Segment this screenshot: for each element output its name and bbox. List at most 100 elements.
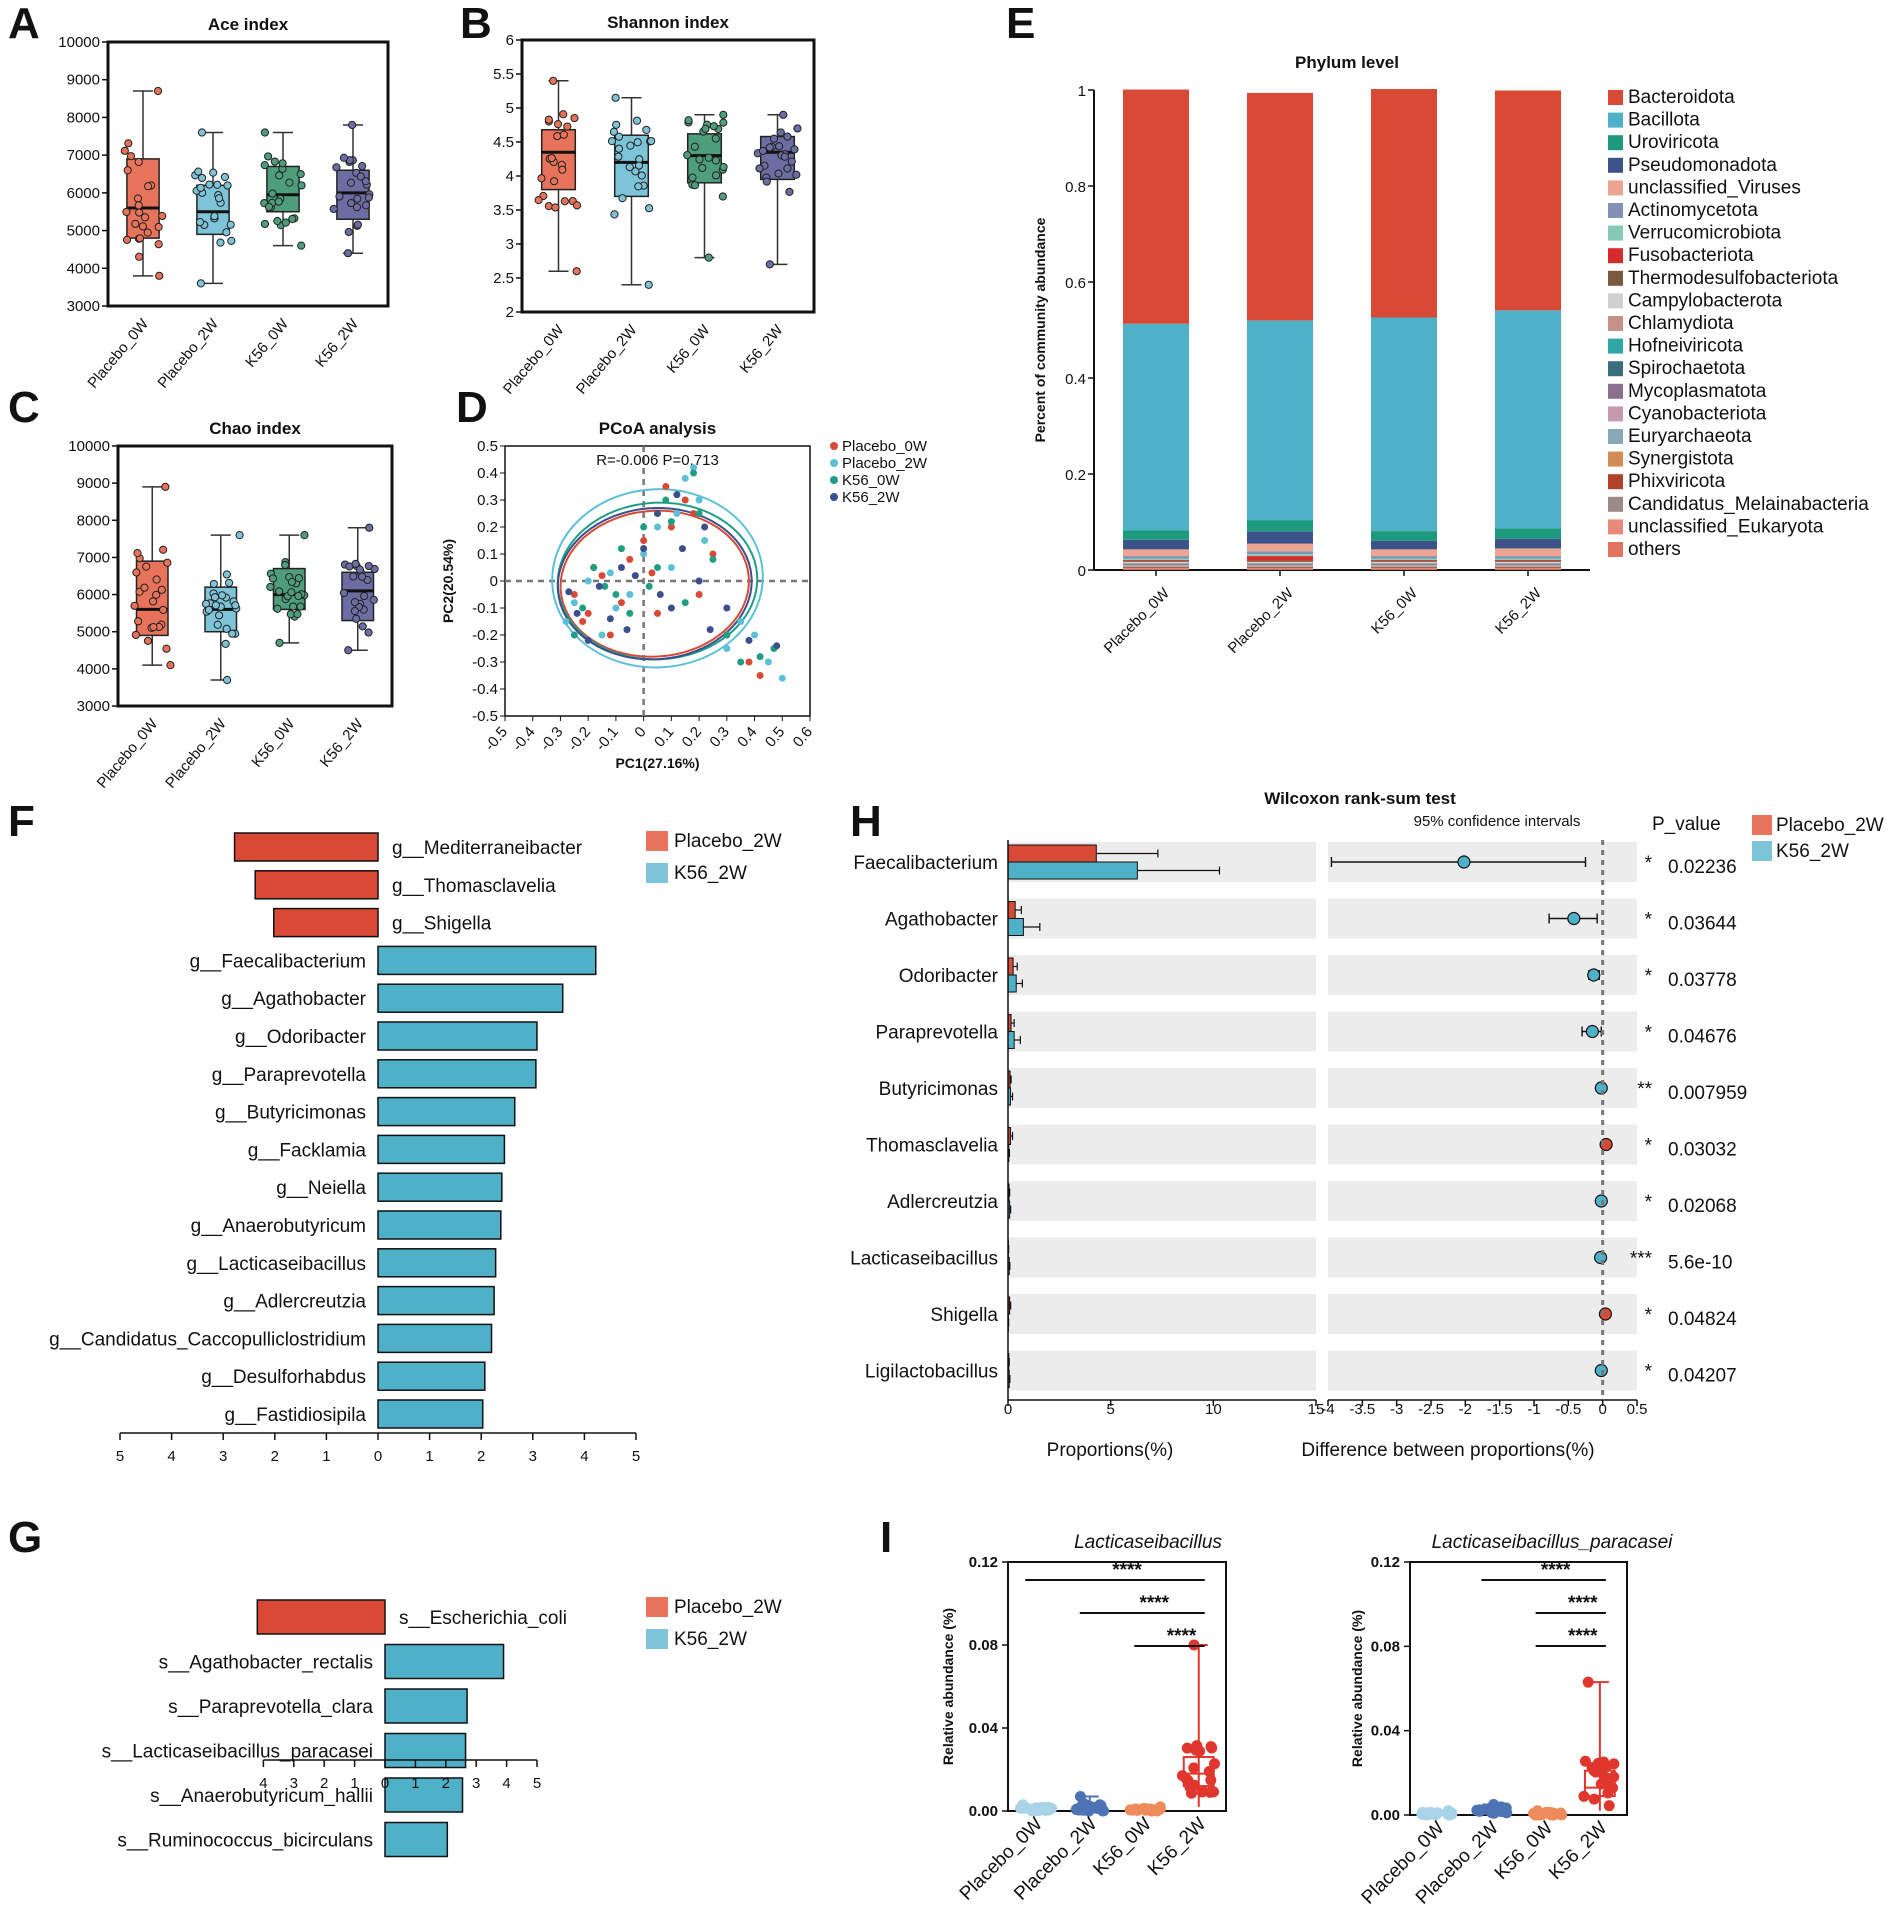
scatter-point-Placebo_2W: [723, 645, 731, 652]
data-point: [133, 549, 142, 558]
stack-segment-Verrucomicrobiota: [1495, 558, 1561, 560]
chart-E: Phylum level 0 0.2 0.4 0.6 0.8 1 Percent of com…: [1032, 53, 1869, 657]
data-point: [1188, 1762, 1200, 1774]
data-point: [1037, 1803, 1049, 1815]
y-tick-label: 0.12: [969, 1554, 998, 1571]
data-point: [297, 181, 306, 190]
data-point: [346, 178, 356, 187]
data-point: [260, 161, 269, 170]
data-point: [1205, 1774, 1217, 1786]
chart-C: Chao index 3000 4000 5000 6000 7000 8000 9000 10…: [68, 419, 394, 792]
x-tick-label: 0: [374, 1448, 382, 1465]
data-point: [134, 201, 143, 210]
stack-segment-Bacteroidota: [1123, 89, 1189, 324]
y-tick-label: 0.8: [1065, 179, 1086, 196]
bar-s__Ruminococcus_bicirculans: [384, 1821, 449, 1858]
row-band-right: [1328, 1124, 1637, 1165]
x-tick-label: 5: [116, 1448, 124, 1465]
x-tick-label: 2: [442, 1775, 450, 1792]
data-point: [210, 593, 220, 602]
bar-g__Paraprevotella: [377, 1059, 537, 1089]
row-band-left: [1008, 1011, 1316, 1052]
legend-label: Candidatus_Melainabacteria: [1628, 494, 1869, 515]
y-tick-label: 2.5: [493, 270, 514, 287]
data-point: [1483, 1803, 1495, 1815]
x-tick-label: Placebo_0W: [84, 315, 152, 392]
data-point: [1197, 1785, 1209, 1797]
y-tick-label: 6000: [67, 185, 100, 202]
y-tick-label: 9000: [77, 475, 110, 492]
data-point: [339, 588, 349, 598]
stack-segment-Verrucomicrobiota: [1247, 554, 1313, 557]
y-tick-label: 0: [1078, 563, 1086, 580]
stack-segment-Mycoplasmatota: [1495, 564, 1561, 566]
data-point: [780, 152, 789, 161]
scatter-point-Placebo_0W: [662, 483, 670, 490]
data-point: [152, 575, 161, 584]
chart-F: g__Mediterraneibacter g__Thomasclavelia g_…: [49, 831, 782, 1465]
data-point: [296, 170, 305, 179]
data-point: [1607, 1782, 1619, 1794]
scatter-point-K56_2W: [706, 626, 714, 634]
data-point: [1531, 1807, 1543, 1819]
data-point: [358, 162, 367, 171]
p-value: 0.02068: [1668, 1196, 1737, 1217]
data-point: [364, 193, 373, 202]
stack-segment-Euryarchaeota: [1247, 565, 1313, 567]
x-tick-label: 3: [290, 1775, 298, 1792]
row-label: Shigella: [930, 1305, 998, 1326]
row-label: Butyricimonas: [879, 1079, 998, 1100]
stack-segment-Mycoplasmatota: [1371, 564, 1437, 566]
row-label: Agathobacter: [885, 910, 999, 931]
data-point: [611, 93, 620, 102]
bar-label: g__Thomasclavelia: [392, 876, 556, 897]
data-point: [350, 597, 359, 607]
stack-segment-others: [1247, 569, 1313, 570]
stat-annotation: R=-0.006 P=0.713: [596, 452, 719, 469]
x-axis-label-left: Proportions(%): [1047, 1440, 1174, 1461]
data-point: [550, 177, 559, 186]
bar-label: g__Faecalibacterium: [190, 951, 366, 972]
significance-stars: *: [1645, 853, 1653, 874]
data-point: [225, 578, 234, 588]
bar-g__Fastidiosipila: [377, 1399, 484, 1429]
data-point: [774, 169, 783, 178]
scatter-point-K56_2W: [617, 564, 625, 571]
data-point: [344, 227, 353, 237]
significance-label: ****: [1139, 1593, 1169, 1614]
row-band-right: [1328, 955, 1637, 995]
stack-segment-Euryarchaeota: [1495, 565, 1561, 567]
difference-point: [1567, 911, 1581, 926]
scatter-point-K56_2W: [631, 572, 639, 580]
scatter-point-K56_2W: [673, 491, 681, 499]
legend-label: Hofneiviricota: [1628, 336, 1744, 357]
legend-label: Cyanobacteriota: [1628, 403, 1767, 424]
chart-title: Phylum level: [1295, 53, 1399, 72]
legend-label: Bacteroidota: [1628, 87, 1735, 108]
y-tick-label: 6000: [77, 587, 110, 604]
y-tick-label: 0.00: [1371, 1807, 1400, 1824]
data-point: [549, 76, 558, 85]
bar-g__Agathobacter: [377, 983, 564, 1013]
data-point: [163, 558, 172, 567]
legend-swatch: [1608, 474, 1623, 490]
scatter-point-Placebo_2W: [667, 564, 675, 571]
scatter-point-K56_2W: [584, 636, 592, 644]
x-tick-label: Placebo_2W: [162, 715, 230, 792]
legend-label: K56_0W: [842, 472, 900, 489]
data-point: [124, 139, 133, 148]
legend-swatch: [1608, 270, 1623, 286]
data-point: [213, 620, 222, 629]
scatter-point-K56_0W: [601, 582, 609, 590]
data-point: [631, 167, 640, 176]
data-point: [637, 171, 646, 180]
bar-label: g__Shigella: [392, 914, 492, 935]
scatter-point-Placebo_2W: [778, 674, 786, 682]
plot-frame: [1007, 1561, 1227, 1812]
stack-segment-others: [1371, 569, 1437, 570]
data-point: [162, 644, 171, 653]
y-tick-label: 9000: [67, 72, 100, 89]
stack-segment-Thermodesulfobacteriota: [1495, 560, 1561, 562]
data-point: [614, 152, 623, 161]
row-band-left: [1008, 1237, 1316, 1278]
